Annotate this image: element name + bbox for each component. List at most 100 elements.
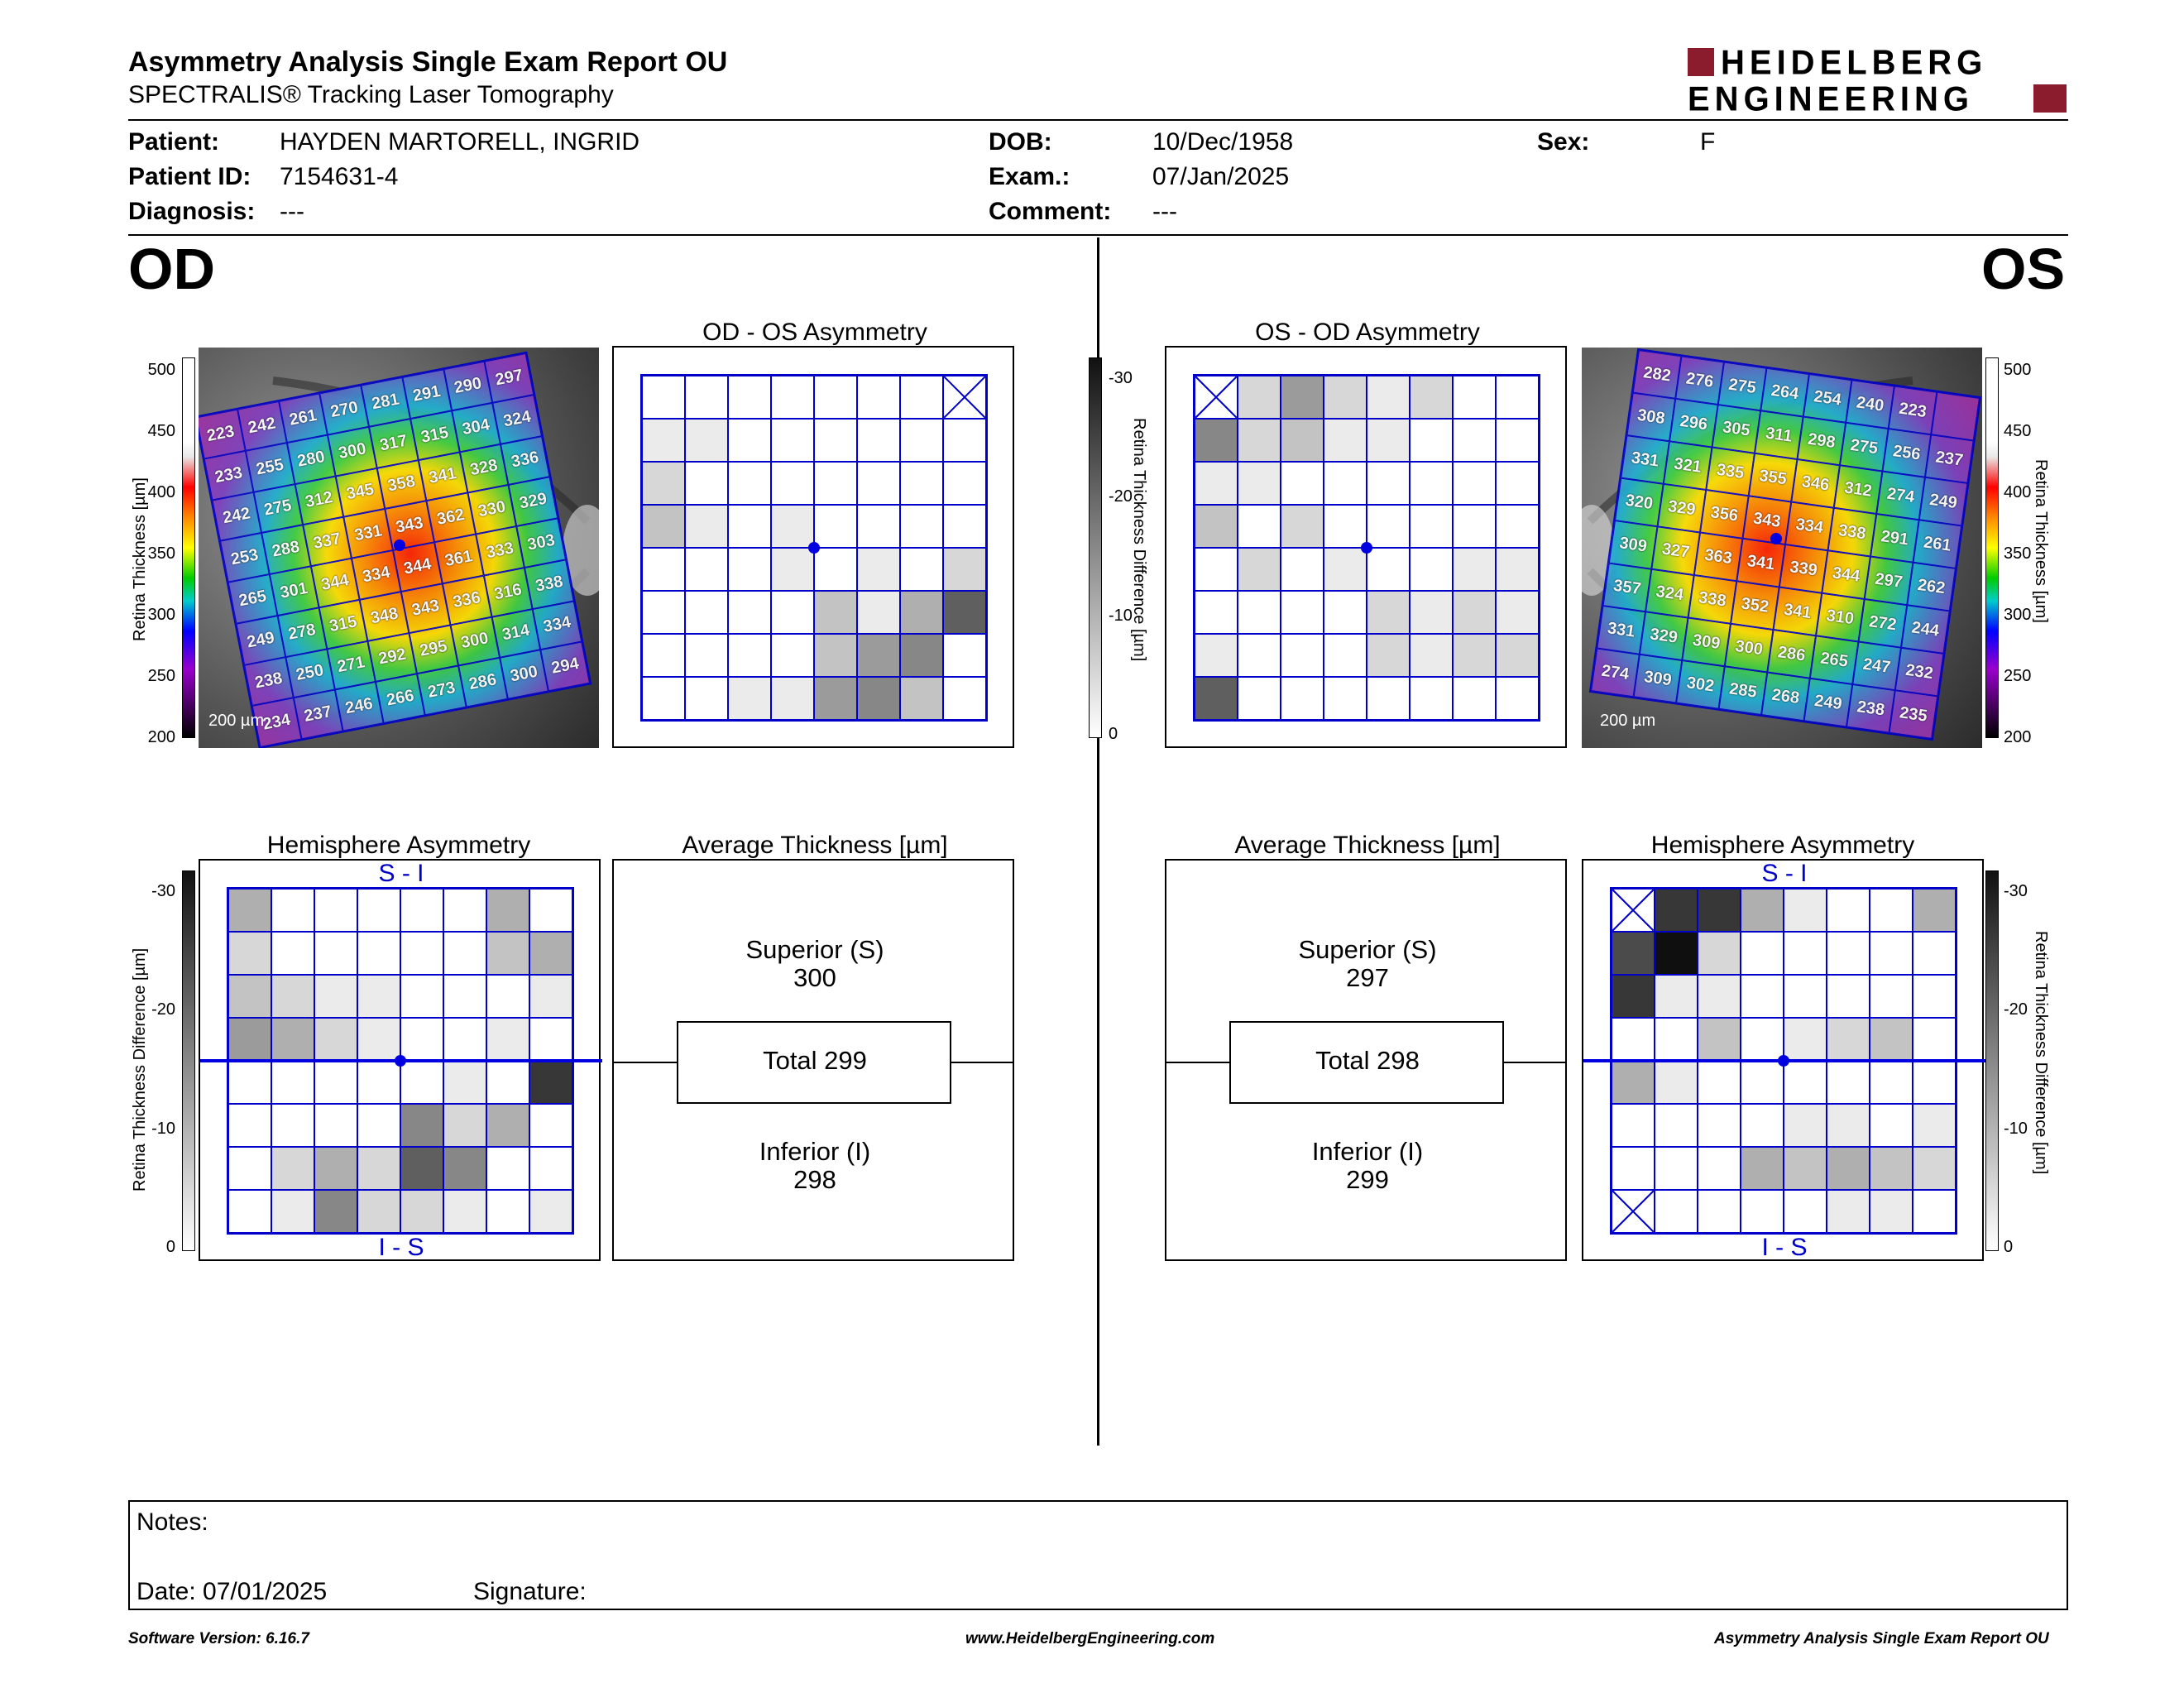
- od-hemi-cell: [314, 1147, 357, 1190]
- od-hemi-cell: [400, 1061, 443, 1104]
- thickness-value: 329: [1657, 483, 1707, 533]
- os-asym-cell: [1238, 505, 1281, 548]
- os-asym-cell: [1281, 505, 1324, 548]
- scale-tick: 0: [1109, 725, 1118, 743]
- os-asym-cell: [1367, 677, 1410, 720]
- heidelberg-logo: HEIDELBERG ENGINEERING: [1688, 46, 2067, 117]
- thickness-value: 240: [1846, 380, 1894, 429]
- od-asym-cell: [857, 677, 900, 720]
- od-hemi-cell: [228, 932, 271, 975]
- thickness-value: 254: [1803, 374, 1852, 423]
- od-asym-cell: [943, 505, 986, 548]
- os-hemi-cell: [1827, 1018, 1870, 1061]
- comment-label: Comment:: [989, 198, 1112, 225]
- os-asym-cell: [1496, 462, 1539, 505]
- thickness-value: 275: [1717, 362, 1767, 411]
- od-asym-cell: [728, 591, 771, 634]
- od-hemi-cell: [271, 975, 314, 1018]
- od-hemi-cell: [529, 1061, 572, 1104]
- scale-tick: 200: [2004, 728, 2032, 746]
- od-average-panel: Superior (S) 300 Total 299 Inferior (I) …: [612, 859, 1014, 1261]
- os-asym-cell: [1410, 634, 1453, 677]
- os-asym-cell: [1453, 419, 1496, 462]
- center-diff-axis-label: Retina Thickness Difference [µm]: [1130, 418, 1148, 662]
- os-asym-cell: [1367, 548, 1410, 591]
- od-asym-cell: [685, 419, 728, 462]
- od-hemi-cell: [357, 932, 400, 975]
- od-hemi-cell: [400, 932, 443, 975]
- thickness-value: 264: [1760, 367, 1809, 417]
- od-asym-cell: [900, 462, 943, 505]
- od-hemi-cell: [314, 1104, 357, 1147]
- od-asym-cell: [900, 548, 943, 591]
- od-asym-cell: [685, 376, 728, 419]
- scale-tick: -30: [2004, 882, 2028, 900]
- os-asym-cell: [1367, 462, 1410, 505]
- od-asym-cell: [900, 634, 943, 677]
- thickness-value: 334: [1785, 501, 1834, 551]
- od-asym-cell: [642, 591, 685, 634]
- os-asym-cell: [1238, 634, 1281, 677]
- od-asym-cell: [814, 634, 857, 677]
- os-hemi-cell: [1741, 1147, 1784, 1190]
- scale-tick: 0: [165, 1238, 175, 1256]
- od-hemi-cell: [314, 1061, 357, 1104]
- os-inferior-value: 299: [1346, 1165, 1389, 1194]
- od-hemi-cell: [529, 975, 572, 1018]
- thickness-value: 320: [1615, 477, 1664, 527]
- patient-name: HAYDEN MARTORELL, INGRID: [280, 128, 640, 156]
- os-hemi-cell: [1741, 1104, 1784, 1147]
- od-asym-cell: [771, 677, 814, 720]
- scale-tick: -30: [1109, 369, 1133, 387]
- od-hemi-cell: [400, 1190, 443, 1233]
- os-diff-axis-label: Retina Thickness Difference [µm]: [2032, 931, 2050, 1175]
- date-label: Date: 07/01/2025: [136, 1578, 328, 1605]
- od-asym-cell: [943, 591, 986, 634]
- od-asym-cell: [857, 462, 900, 505]
- os-asym-cell: [1453, 376, 1496, 419]
- os-asym-cell: [1324, 419, 1367, 462]
- od-hemi-cell: [314, 975, 357, 1018]
- os-asym-cell: [1410, 677, 1453, 720]
- patient-id-label: Patient ID:: [128, 163, 251, 190]
- os-asym-cell: [1324, 591, 1367, 634]
- os-asym-cell: [1281, 419, 1324, 462]
- thickness-value: 309: [1633, 654, 1683, 703]
- scale-tick: 450: [2004, 422, 2032, 440]
- od-asym-cell: [943, 548, 986, 591]
- os-hemi-cell: [1741, 975, 1784, 1018]
- od-asym-cell: [728, 505, 771, 548]
- os-hemi-cell: [1698, 932, 1741, 975]
- os-asym-cell: [1238, 548, 1281, 591]
- os-hemi-cell: [1698, 1061, 1741, 1104]
- notes-box[interactable]: Notes: Date: 07/01/2025 Signature:: [128, 1500, 2068, 1610]
- os-asym-cell: [1496, 677, 1539, 720]
- scale-tick: 400: [147, 483, 175, 501]
- od-asym-cell: [728, 419, 771, 462]
- os-hemi-cell: [1913, 1104, 1956, 1147]
- os-hemisphere-panel: S - I I - S: [1582, 859, 1985, 1261]
- od-asym-cell: [943, 419, 986, 462]
- signature-label: Signature:: [473, 1578, 587, 1605]
- os-hemi-cell: [1870, 1104, 1913, 1147]
- os-hemi-cell: [1784, 1018, 1827, 1061]
- od-thickness-colorbar: [182, 357, 195, 738]
- os-scale-label: 200 µm: [1600, 712, 1656, 730]
- od-hemi-cell: [400, 889, 443, 932]
- os-asym-cell: [1281, 591, 1324, 634]
- od-hemi-cell: [443, 1190, 486, 1233]
- od-asym-cell: [900, 505, 943, 548]
- os-asym-cell: [1453, 462, 1496, 505]
- os-hemi-cell: [1827, 1190, 1870, 1233]
- os-superior-value: 297: [1346, 963, 1389, 992]
- comment-value: ---: [1152, 198, 1177, 225]
- scale-tick: 500: [147, 361, 175, 379]
- os-hemi-cell: [1913, 932, 1956, 975]
- od-superior-value: 300: [793, 963, 836, 992]
- website-link[interactable]: www.HeidelbergEngineering.com: [965, 1630, 1215, 1647]
- os-hemi-cell: [1827, 1061, 1870, 1104]
- od-hemi-cell: [271, 1104, 314, 1147]
- os-hemi-cell: [1612, 1061, 1655, 1104]
- od-hemi-cell: [529, 1190, 572, 1233]
- od-asym-cell: [943, 462, 986, 505]
